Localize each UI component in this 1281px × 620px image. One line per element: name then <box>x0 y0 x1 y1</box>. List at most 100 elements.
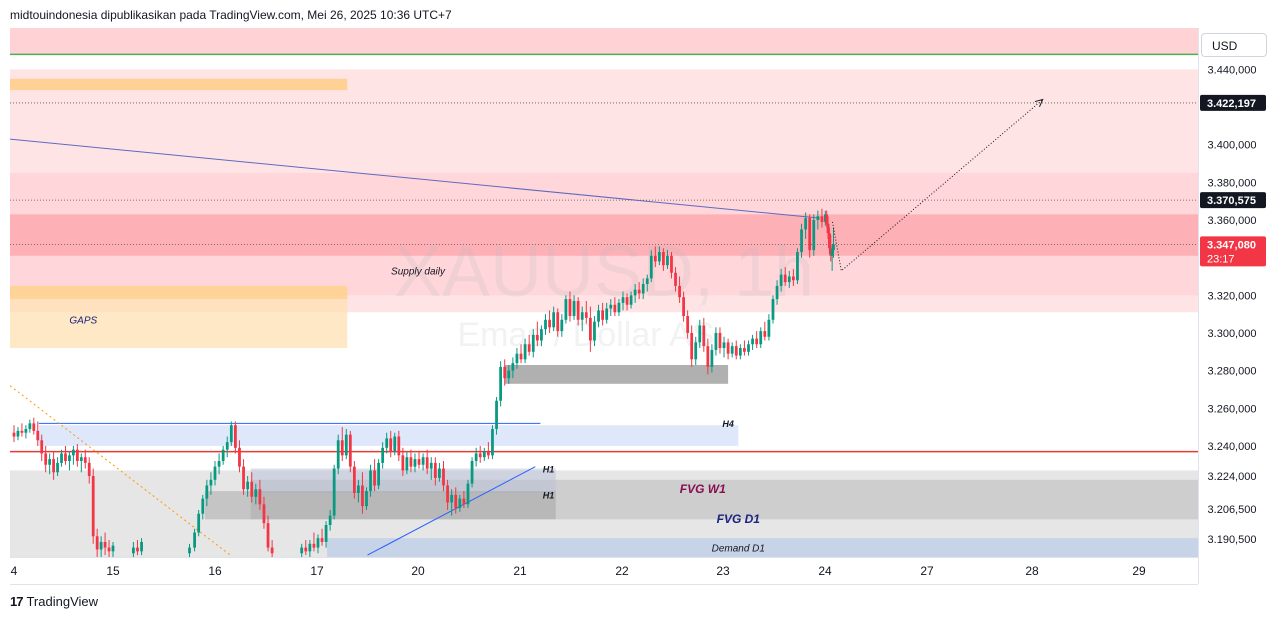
candle[interactable] <box>621 291 625 311</box>
candle[interactable] <box>653 246 657 268</box>
candle[interactable] <box>804 212 808 239</box>
candle[interactable] <box>246 476 250 497</box>
candle[interactable] <box>454 487 458 514</box>
candle[interactable] <box>523 338 527 364</box>
candle[interactable] <box>348 430 352 473</box>
candle[interactable] <box>262 496 266 529</box>
candle[interactable] <box>515 348 519 369</box>
candle[interactable] <box>682 291 685 322</box>
candle[interactable] <box>462 491 466 509</box>
candle[interactable] <box>340 427 344 461</box>
candle[interactable] <box>568 291 572 322</box>
candle[interactable] <box>670 252 673 279</box>
candle[interactable] <box>254 483 258 505</box>
candle[interactable] <box>103 532 107 556</box>
candle[interactable] <box>816 210 820 230</box>
candle[interactable] <box>24 425 28 439</box>
candle[interactable] <box>597 304 600 328</box>
candle[interactable] <box>531 329 535 358</box>
candle[interactable] <box>674 267 677 292</box>
candle[interactable] <box>205 479 209 507</box>
candle[interactable] <box>442 460 445 492</box>
annotation-label[interactable]: H1 <box>543 491 555 501</box>
annotation-label[interactable]: FVG W1 <box>680 482 726 496</box>
candle[interactable] <box>540 325 543 347</box>
tradingview-footer[interactable]: 17 TradingView <box>10 594 98 609</box>
candle[interactable] <box>99 536 103 557</box>
candle[interactable] <box>83 449 87 469</box>
time-axis[interactable]: 4 15 16 17 20 21 22 23 24 27 28 29 <box>10 557 1198 579</box>
candle[interactable] <box>796 248 799 285</box>
candle[interactable] <box>507 364 511 384</box>
candle[interactable] <box>229 421 233 446</box>
candle[interactable] <box>584 300 588 324</box>
candle[interactable] <box>617 299 621 317</box>
candle[interactable] <box>820 208 824 228</box>
candle[interactable] <box>601 302 605 326</box>
demand-h1-zone[interactable] <box>504 364 729 384</box>
candle[interactable] <box>336 434 340 475</box>
supply-zone-mid[interactable] <box>10 172 1198 296</box>
candle[interactable] <box>556 308 560 337</box>
candle[interactable] <box>201 494 205 520</box>
candle[interactable] <box>771 295 775 324</box>
candle[interactable] <box>266 515 270 552</box>
candle[interactable] <box>657 246 661 266</box>
candle[interactable] <box>812 214 816 256</box>
candle[interactable] <box>763 321 767 341</box>
candle[interactable] <box>12 425 16 443</box>
candle[interactable] <box>694 336 698 365</box>
candle[interactable] <box>95 528 99 557</box>
candle[interactable] <box>511 357 515 379</box>
candle[interactable] <box>588 306 592 352</box>
candle[interactable] <box>775 280 779 305</box>
candle[interactable] <box>421 453 425 471</box>
candle[interactable] <box>690 325 694 367</box>
candle[interactable] <box>373 459 376 492</box>
candle[interactable] <box>702 317 706 352</box>
candle[interactable] <box>385 432 389 454</box>
candle[interactable] <box>544 314 547 335</box>
candle[interactable] <box>213 460 217 486</box>
candle[interactable] <box>68 451 71 471</box>
candle[interactable] <box>20 423 24 437</box>
candle[interactable] <box>633 284 637 303</box>
candle[interactable] <box>250 472 254 503</box>
candle[interactable] <box>438 462 441 482</box>
candle[interactable] <box>527 334 531 356</box>
candle[interactable] <box>316 534 320 554</box>
currency-selector[interactable]: USD <box>1201 33 1267 57</box>
candle[interactable] <box>425 449 429 475</box>
candle[interactable] <box>478 445 482 463</box>
candle[interactable] <box>91 468 95 544</box>
candle[interactable] <box>730 342 734 358</box>
candle[interactable] <box>706 338 710 375</box>
candle[interactable] <box>413 453 417 473</box>
annotation-label[interactable]: FVG D1 <box>717 512 761 526</box>
candle[interactable] <box>580 306 584 332</box>
candle[interactable] <box>79 453 83 473</box>
supply-daily-zone[interactable] <box>10 214 1198 256</box>
candle[interactable] <box>52 451 55 480</box>
candle[interactable] <box>72 445 75 465</box>
candle[interactable] <box>458 494 462 512</box>
candle[interactable] <box>499 361 503 407</box>
candle[interactable] <box>593 316 596 347</box>
candle[interactable] <box>225 436 229 458</box>
candle[interactable] <box>48 453 52 475</box>
candle[interactable] <box>300 543 304 557</box>
candle[interactable] <box>352 460 356 499</box>
candle[interactable] <box>221 445 225 465</box>
blue-trend-line[interactable] <box>10 138 820 219</box>
candle[interactable] <box>609 299 613 317</box>
candle[interactable] <box>242 459 245 495</box>
candle[interactable] <box>613 297 617 317</box>
gaps-zone-top[interactable] <box>10 285 348 300</box>
candle[interactable] <box>320 528 324 546</box>
candle[interactable] <box>429 457 433 480</box>
candle[interactable] <box>308 540 312 557</box>
candle[interactable] <box>405 451 409 475</box>
candle[interactable] <box>779 268 783 292</box>
annotation-label[interactable]: Supply daily <box>391 267 446 278</box>
